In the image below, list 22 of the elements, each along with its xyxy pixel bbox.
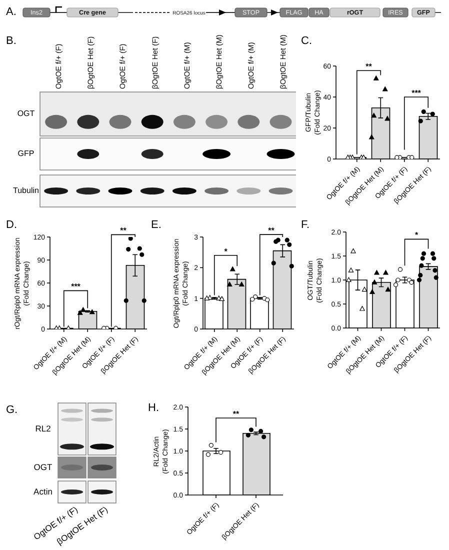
chart-title: C. — [301, 35, 312, 47]
category-label: Tubulin — [13, 186, 39, 196]
text: A. — [6, 6, 16, 18]
category-label: OGT — [34, 462, 52, 472]
text: B. — [6, 35, 16, 47]
category-label: RL2 — [35, 423, 51, 434]
text: ** — [120, 226, 128, 236]
chart-title: D. — [6, 219, 17, 231]
annotation: ** — [366, 62, 373, 72]
chart-title: F. — [301, 219, 310, 231]
text: G. — [6, 404, 18, 416]
annotation: *** — [412, 88, 422, 98]
annotation: * — [414, 230, 419, 240]
category-label: OGT — [17, 109, 35, 118]
chart-title: E. — [151, 219, 162, 231]
annotation: ** — [232, 410, 240, 418]
category-label: Actin — [34, 486, 52, 496]
chart-title: H. — [148, 402, 159, 414]
text: ** — [268, 226, 276, 236]
annotation: *** — [71, 282, 82, 292]
annotation: * — [224, 246, 228, 256]
category-label: GFP — [18, 149, 34, 158]
